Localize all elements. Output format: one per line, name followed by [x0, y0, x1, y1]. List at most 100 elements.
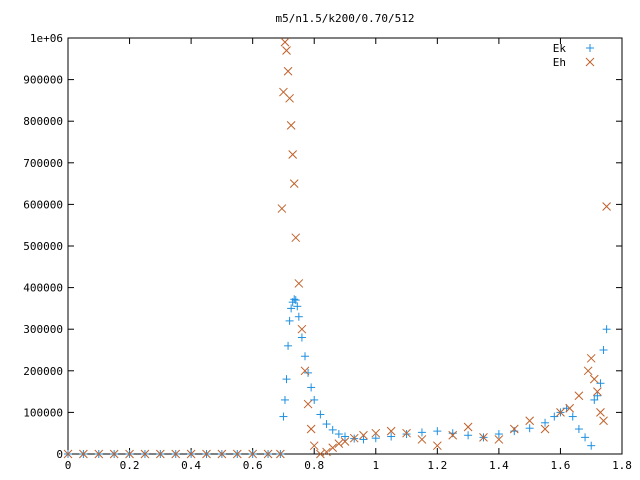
legend-marker-ek [586, 44, 594, 52]
data-point-ek [334, 430, 343, 439]
data-point-ek [590, 395, 599, 404]
data-point-eh [289, 179, 299, 188]
series-ek [64, 295, 611, 458]
data-point-ek [371, 434, 380, 443]
x-tick-label: 1.4 [489, 459, 509, 472]
y-axis: 0 100000 200000 300000 400000 500000 600000 700… [23, 32, 622, 461]
data-point-eh [94, 449, 104, 459]
data-point-ek [596, 379, 605, 388]
data-point-ek [282, 375, 291, 384]
data-point-ek [285, 316, 294, 325]
x-tick-label: 0 [65, 459, 72, 472]
data-point-eh [583, 366, 593, 376]
x-tick-label: 1 [372, 459, 379, 472]
data-point-ek [316, 410, 325, 419]
data-point-ek [550, 412, 559, 421]
data-point-eh [589, 374, 599, 384]
data-point-ek [279, 412, 288, 421]
data-point-eh [402, 428, 411, 438]
data-point-eh [155, 449, 165, 459]
data-point-eh [386, 426, 396, 436]
data-point-ek [593, 391, 602, 400]
data-point-eh [328, 443, 338, 453]
x-tick-label: 1.6 [551, 459, 571, 472]
data-point-ek [602, 325, 611, 334]
series-layer [63, 37, 611, 459]
x-tick-label: 0.8 [304, 459, 324, 472]
data-point-ek [541, 418, 550, 427]
data-point-ek [587, 441, 596, 450]
data-point-eh [125, 449, 134, 459]
data-point-ek [322, 420, 331, 429]
data-point-eh [525, 416, 535, 426]
data-point-ek [290, 295, 299, 304]
y-tick-label: 400000 [23, 282, 63, 295]
data-point-eh [596, 408, 605, 417]
data-point-ek [300, 352, 309, 361]
data-point-eh [349, 433, 359, 443]
data-point-ek [494, 430, 503, 439]
x-tick-label: 0.2 [120, 459, 140, 472]
data-point-ek [341, 432, 349, 441]
data-point-eh [291, 233, 301, 243]
plot-frame [67, 37, 623, 455]
data-point-eh [432, 441, 442, 451]
data-point-eh [494, 435, 504, 444]
data-point-ek [525, 424, 534, 433]
data-point-ek [293, 302, 302, 311]
data-point-ek [304, 368, 313, 377]
data-point-ek [599, 346, 608, 354]
data-point-ek [448, 429, 457, 438]
x-axis: 0 0.2 0.4 0.6 0.8 1 1.2 1.4 1.6 1.8 [65, 38, 632, 472]
series-eh [63, 37, 611, 459]
data-point-ek [402, 430, 411, 439]
data-point-eh [316, 449, 325, 459]
data-point-eh [556, 408, 565, 417]
data-point-ek [328, 425, 337, 434]
data-point-eh [417, 435, 427, 444]
data-point-eh [303, 399, 313, 409]
data-point-ek [307, 383, 316, 392]
data-point-eh [300, 366, 310, 376]
data-point-eh [574, 391, 584, 401]
data-point-ek [433, 427, 442, 436]
y-tick-label: 800000 [23, 115, 63, 128]
y-tick-label: 700000 [23, 157, 63, 170]
data-point-eh [371, 428, 381, 438]
data-point-ek [294, 312, 303, 321]
data-point-ek [284, 341, 293, 350]
data-point-eh [186, 449, 196, 459]
data-point-eh [276, 449, 285, 459]
data-point-eh [593, 387, 602, 396]
legend-marker-eh [585, 57, 595, 67]
data-point-eh [599, 416, 608, 426]
data-point-eh [79, 449, 88, 459]
data-point-eh [217, 449, 227, 459]
data-point-eh [602, 202, 611, 211]
data-point-eh [297, 324, 307, 334]
chart-title: m5/n1.5/k200/0.70/512 [275, 12, 414, 25]
data-point-eh [202, 449, 211, 459]
y-tick-label: 900000 [23, 74, 63, 87]
y-tick-label: 1e+06 [30, 32, 63, 45]
data-point-eh [448, 430, 458, 440]
data-point-eh [283, 66, 293, 76]
data-point-ek [464, 431, 473, 440]
legend-label-ek: Ek [553, 42, 567, 55]
legend: Ek Eh [553, 42, 595, 69]
data-point-ek [387, 432, 396, 441]
data-point-eh [540, 424, 550, 434]
data-point-eh [277, 204, 287, 213]
y-tick-label: 100000 [23, 406, 63, 419]
data-point-eh [479, 433, 488, 442]
legend-label-eh: Eh [553, 56, 566, 69]
x-tick-label: 1.8 [612, 459, 632, 472]
data-point-ek [291, 296, 300, 305]
legend-markers [585, 44, 595, 67]
data-point-ek [310, 395, 319, 404]
data-point-eh [140, 449, 150, 459]
data-point-eh [171, 449, 181, 459]
data-point-eh [263, 449, 273, 459]
y-tick-label: 500000 [23, 240, 63, 253]
